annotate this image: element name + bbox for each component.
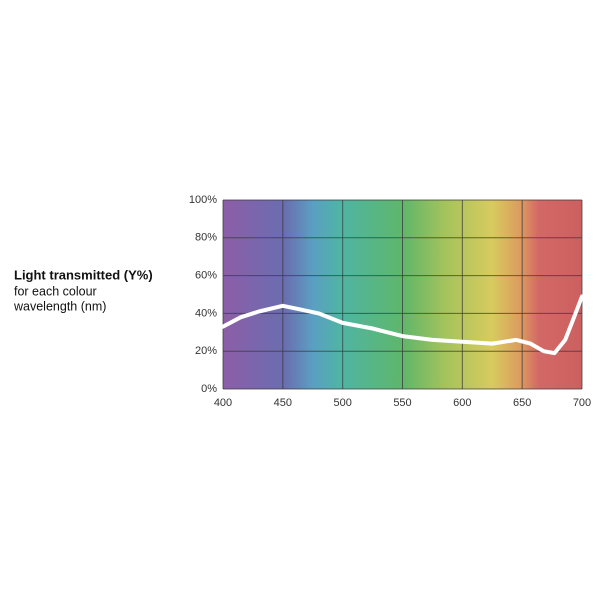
subtitle-line: for each colour [14,284,97,298]
y-tick-label: 40% [195,307,217,319]
data-line [221,294,584,356]
chart-title: Light transmitted (Y%) [14,267,153,282]
x-tick-label: 500 [333,397,351,409]
x-tick-label: 450 [274,397,292,409]
x-tick-label: 600 [453,397,471,409]
y-tick-label: 80% [195,232,217,244]
y-tick-label: 100% [189,194,217,206]
subtitle-line: wavelength (nm) [13,299,106,313]
x-tick-label: 550 [393,397,411,409]
x-tick-label: 700 [573,397,591,409]
y-tick-label: 60% [195,270,217,282]
y-tick-label: 20% [195,345,217,357]
y-tick-label: 0% [201,383,217,395]
x-tick-label: 650 [513,397,531,409]
x-tick-label: 400 [214,397,232,409]
